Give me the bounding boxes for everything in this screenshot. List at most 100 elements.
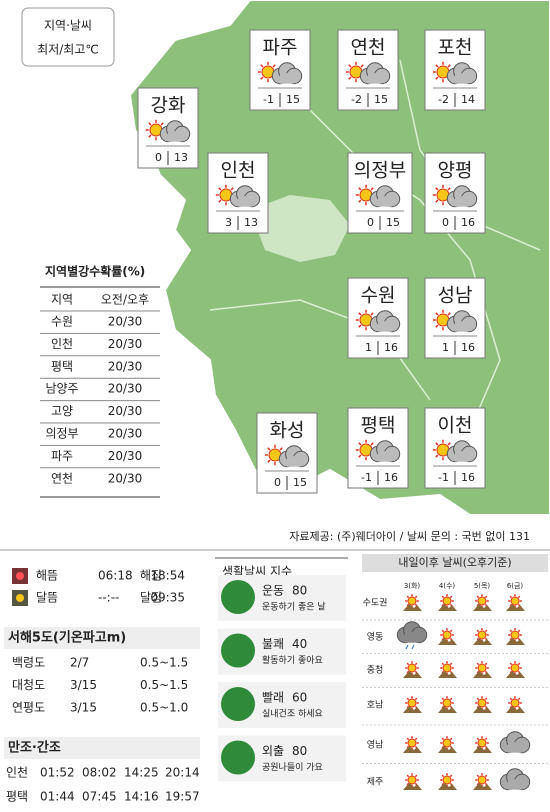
sun-ray (406, 782, 410, 786)
cloud-part (455, 321, 469, 332)
sun-ray (441, 697, 445, 701)
sun (442, 738, 452, 748)
temp-max: 16 (461, 341, 475, 354)
region-label: 호남 (367, 700, 384, 711)
sun-ray (358, 454, 362, 458)
sun-ray (476, 705, 480, 709)
mountain (403, 746, 422, 753)
sun-ray (441, 670, 445, 674)
sun-ray (218, 187, 222, 191)
sun-ray (406, 670, 410, 674)
mountain (438, 783, 457, 790)
sun-ray (476, 603, 480, 607)
sun-ray (449, 774, 453, 778)
sun-ray (260, 76, 264, 80)
index-desc: 실내건조 하세요 (262, 709, 323, 720)
index-icon (221, 687, 255, 721)
sun-ray (441, 782, 445, 786)
island-cell: 0.5~1.0 (140, 701, 188, 715)
table-cell: 인천 (51, 336, 73, 351)
city-name: 강화 (151, 95, 186, 117)
section-bar (4, 627, 200, 649)
sun-ray (406, 774, 410, 778)
sun-moon-text: 해뜸 (36, 569, 58, 583)
city-name: 의정부 (354, 160, 406, 182)
sun-ray (447, 312, 451, 316)
table-title: 지역별강수확률(%) (45, 264, 145, 279)
sun-ray (509, 637, 513, 641)
sun-ray (406, 662, 410, 666)
mountain (473, 671, 492, 678)
sun-ray (476, 782, 480, 786)
source: 자료제공: (주)웨더아이 / 날씨 문의 : 국번 없이 131 (289, 530, 530, 543)
sun-ray (476, 745, 480, 749)
cloud-part (455, 73, 469, 84)
index-desc: 공원나들이 가요 (262, 762, 323, 773)
sun-ray (441, 705, 445, 709)
sun-ray (435, 454, 439, 458)
sun-ray (267, 447, 271, 451)
sun-moon-text: 달짐 (140, 591, 162, 605)
sun-ray (406, 603, 410, 607)
temp-max: 16 (461, 216, 475, 229)
sun-ray (148, 134, 152, 138)
sun-ray (476, 637, 480, 641)
section-bar (4, 737, 200, 759)
mountain (438, 671, 457, 678)
cloud (369, 440, 401, 463)
city-name: 수원 (361, 285, 396, 307)
table-cell: 20/30 (108, 471, 143, 485)
index-value: 80 (292, 744, 307, 758)
temp-max: 14 (461, 93, 475, 106)
temp-max: 13 (174, 151, 188, 164)
section-title: 만조·간조 (8, 740, 61, 756)
sun-ray (414, 595, 418, 599)
table-header: 오전/오후 (101, 293, 149, 307)
sun-ray (441, 637, 445, 641)
cloud-part (378, 196, 392, 207)
index-desc: 활동하기 좋아요 (262, 654, 323, 666)
table-cell: 20/30 (108, 337, 143, 351)
table-cell: 20/30 (108, 404, 143, 418)
temp-min: 1 (365, 341, 372, 354)
island-cell: 2/7 (70, 656, 89, 670)
rain (405, 644, 409, 650)
temp-max: 15 (374, 93, 388, 106)
sun-ray (435, 312, 439, 316)
cloud-part (378, 321, 392, 332)
tide-cell: 07:45 (82, 790, 117, 804)
table-header: 지역 (51, 293, 73, 307)
sun-ray (435, 64, 439, 68)
cloud-part (378, 451, 392, 462)
mountain (506, 638, 525, 645)
cloud (369, 185, 401, 208)
sun-ray (414, 662, 418, 666)
sun-ray (260, 64, 264, 68)
sun-moon-text: 달뜸 (36, 591, 58, 605)
island-cell: 백령도 (12, 656, 45, 670)
cloud (229, 185, 261, 208)
mountain (473, 706, 492, 713)
content: 파주 -1 15 연천 -2 15 포천 -2 14 강화 0 13 인천 3 13 의정부 0 15 양평 0 16 수… (4, 29, 548, 804)
temp-max: 16 (384, 341, 398, 354)
mountain (438, 638, 457, 645)
sun-ray (509, 595, 513, 599)
index-icon (221, 633, 255, 668)
mountain (403, 706, 422, 713)
sun-ray (435, 199, 439, 203)
sun-ray (449, 697, 453, 701)
tide-cell: 08:02 (82, 766, 117, 780)
cloud (446, 310, 478, 333)
sun-ray (509, 603, 513, 607)
index-icon (221, 740, 255, 775)
tide-cell: 20:14 (165, 766, 200, 780)
temp-min: 0 (367, 216, 374, 229)
table-cell: 20/30 (108, 315, 143, 329)
sun-ray (484, 629, 488, 633)
sun-ray (358, 442, 362, 446)
city-name: 연천 (351, 37, 386, 59)
sun-ray (484, 774, 488, 778)
sun (510, 596, 520, 606)
sun-ray (509, 629, 513, 633)
